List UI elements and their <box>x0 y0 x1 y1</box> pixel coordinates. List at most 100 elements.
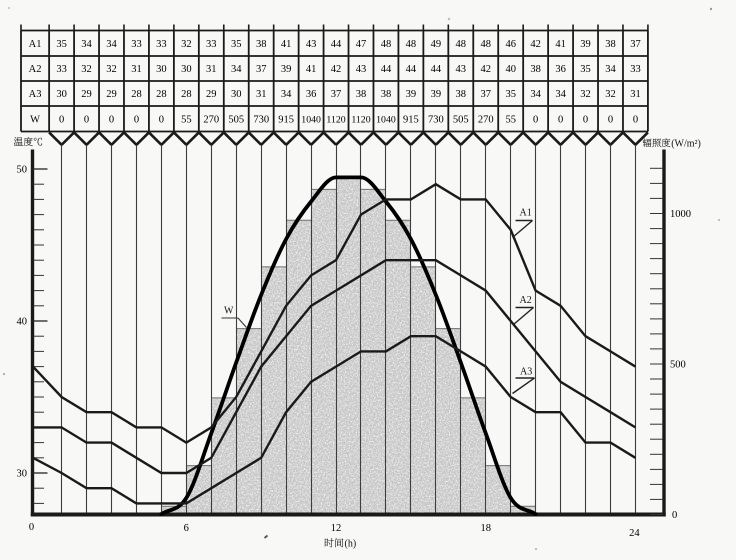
svg-text:43: 43 <box>456 64 467 75</box>
svg-text:30: 30 <box>231 89 242 100</box>
svg-text:37: 37 <box>481 89 492 100</box>
svg-text:270: 270 <box>478 114 494 125</box>
svg-text:35: 35 <box>231 39 242 50</box>
svg-text:34: 34 <box>81 39 92 50</box>
svg-text:28: 28 <box>156 89 167 100</box>
svg-text:1000: 1000 <box>670 209 691 220</box>
svg-text:40: 40 <box>17 317 28 328</box>
svg-text:38: 38 <box>356 89 367 100</box>
svg-text:41: 41 <box>555 39 566 50</box>
svg-text:32: 32 <box>605 89 616 100</box>
svg-text:29: 29 <box>81 89 92 100</box>
svg-text:1120: 1120 <box>326 114 345 125</box>
svg-text:1120: 1120 <box>351 114 370 125</box>
svg-text:46: 46 <box>505 39 516 50</box>
svg-text:43: 43 <box>356 64 367 75</box>
svg-text:A2: A2 <box>520 295 532 306</box>
svg-text:35: 35 <box>505 89 516 100</box>
svg-text:32: 32 <box>81 64 92 75</box>
svg-text:A2: A2 <box>29 64 42 75</box>
svg-text:55: 55 <box>181 114 192 125</box>
svg-text:44: 44 <box>331 39 342 50</box>
svg-text:A3: A3 <box>29 89 42 100</box>
svg-text:31: 31 <box>630 89 641 100</box>
svg-text:39: 39 <box>580 39 591 50</box>
svg-text:28: 28 <box>131 89 142 100</box>
svg-text:0: 0 <box>109 114 114 125</box>
svg-text:505: 505 <box>228 114 244 125</box>
svg-text:31: 31 <box>256 89 267 100</box>
svg-text:32: 32 <box>181 39 192 50</box>
svg-text:0: 0 <box>608 114 613 125</box>
svg-text:28: 28 <box>181 89 192 100</box>
svg-text:0: 0 <box>159 114 164 125</box>
svg-text:33: 33 <box>206 39 217 50</box>
svg-text:W: W <box>224 306 234 317</box>
svg-text:W: W <box>30 114 40 125</box>
svg-text:33: 33 <box>131 39 142 50</box>
svg-text:0: 0 <box>84 114 89 125</box>
svg-text:37: 37 <box>630 39 641 50</box>
svg-text:50: 50 <box>17 165 28 176</box>
svg-text:29: 29 <box>106 89 117 100</box>
svg-text:42: 42 <box>530 39 541 50</box>
svg-text:(h): (h) <box>345 539 357 550</box>
svg-text:1040: 1040 <box>301 114 321 125</box>
svg-text:24: 24 <box>629 528 640 539</box>
svg-text:6: 6 <box>184 523 189 534</box>
svg-text:48: 48 <box>481 39 492 50</box>
svg-text:0: 0 <box>29 522 34 533</box>
svg-text:48: 48 <box>456 39 467 50</box>
svg-text:38: 38 <box>381 89 392 100</box>
svg-text:44: 44 <box>406 64 417 75</box>
svg-text:41: 41 <box>281 39 292 50</box>
svg-text:37: 37 <box>256 64 267 75</box>
svg-text:0: 0 <box>672 510 677 521</box>
svg-text:38: 38 <box>256 39 267 50</box>
svg-text:39: 39 <box>431 89 442 100</box>
svg-text:1040: 1040 <box>376 114 396 125</box>
svg-text:505: 505 <box>453 114 469 125</box>
svg-text:36: 36 <box>306 89 317 100</box>
svg-text:48: 48 <box>381 39 392 50</box>
svg-text:34: 34 <box>281 89 292 100</box>
svg-text:270: 270 <box>203 114 219 125</box>
svg-text:34: 34 <box>605 64 616 75</box>
svg-text:730: 730 <box>428 114 444 125</box>
svg-text:0: 0 <box>533 114 538 125</box>
svg-text:915: 915 <box>278 114 294 125</box>
svg-text:12: 12 <box>331 523 342 534</box>
svg-text:38: 38 <box>605 39 616 50</box>
svg-text:0: 0 <box>633 114 638 125</box>
svg-text:34: 34 <box>530 89 541 100</box>
svg-text:33: 33 <box>156 39 167 50</box>
svg-text:47: 47 <box>356 39 367 50</box>
svg-text:30: 30 <box>56 89 67 100</box>
svg-text:38: 38 <box>530 64 541 75</box>
svg-text:0: 0 <box>558 114 563 125</box>
svg-text:29: 29 <box>206 89 217 100</box>
svg-text:37: 37 <box>331 89 342 100</box>
svg-text:35: 35 <box>56 39 67 50</box>
svg-text:34: 34 <box>106 39 117 50</box>
svg-text:31: 31 <box>131 64 142 75</box>
svg-text:34: 34 <box>555 89 566 100</box>
svg-text:30: 30 <box>17 469 28 480</box>
svg-text:31: 31 <box>206 64 217 75</box>
svg-text:39: 39 <box>406 89 417 100</box>
svg-text:44: 44 <box>431 64 442 75</box>
svg-text:32: 32 <box>106 64 117 75</box>
svg-text:915: 915 <box>403 114 419 125</box>
svg-text:0: 0 <box>134 114 139 125</box>
svg-text:33: 33 <box>630 64 641 75</box>
svg-text:A3: A3 <box>520 367 532 378</box>
svg-text:500: 500 <box>670 360 686 371</box>
svg-text:32: 32 <box>580 89 591 100</box>
svg-text:(W/m²): (W/m²) <box>671 138 701 149</box>
svg-text:42: 42 <box>481 64 492 75</box>
svg-text:0: 0 <box>59 114 64 125</box>
svg-text:33: 33 <box>56 64 67 75</box>
svg-text:A1: A1 <box>520 208 532 219</box>
svg-text:49: 49 <box>431 39 442 50</box>
svg-text:35: 35 <box>580 64 591 75</box>
